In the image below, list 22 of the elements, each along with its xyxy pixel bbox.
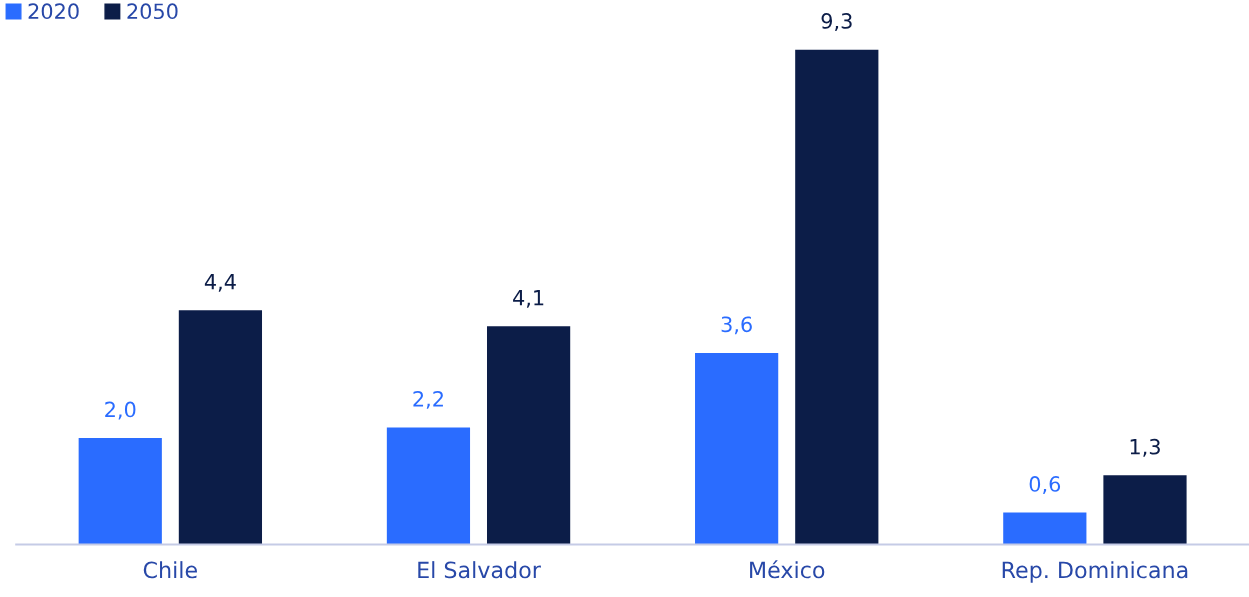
bar xyxy=(795,49,879,545)
data-label: 2,0 xyxy=(105,401,136,420)
data-label: 1,3 xyxy=(1130,438,1160,457)
data-label: 0,6 xyxy=(1029,476,1061,494)
bar xyxy=(178,310,263,545)
x-tick-label: El Salvador xyxy=(418,561,541,579)
x-tick-label: Chile xyxy=(143,561,197,579)
bar xyxy=(78,438,162,545)
data-label: 4,1 xyxy=(513,290,544,308)
bar xyxy=(386,427,471,545)
bar xyxy=(1003,512,1087,545)
data-label: 9,3 xyxy=(821,13,852,31)
legend-label: 2020 xyxy=(28,3,79,20)
bar xyxy=(1103,475,1187,545)
data-label: 3,6 xyxy=(721,316,752,335)
data-label: 4,4 xyxy=(204,274,236,292)
bar xyxy=(695,352,779,545)
data-label: 2,2 xyxy=(413,390,443,409)
bar xyxy=(487,326,571,545)
x-tick-label: Rep. Dominicana xyxy=(1002,561,1188,583)
legend-label: 2050 xyxy=(127,3,178,20)
x-tick-label: México xyxy=(750,560,825,579)
